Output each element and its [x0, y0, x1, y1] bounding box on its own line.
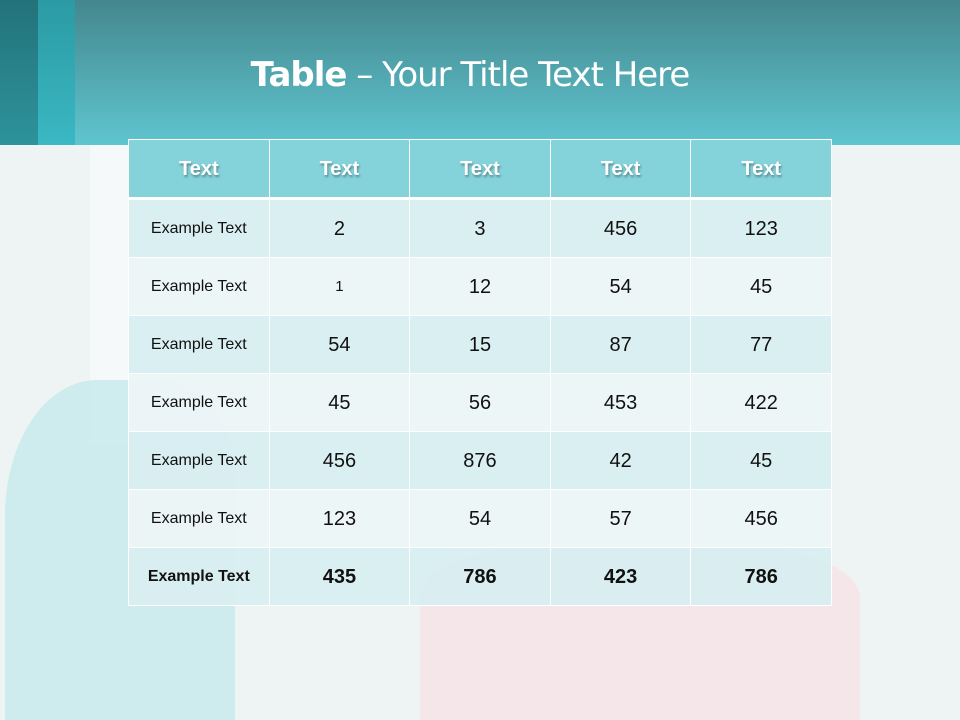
table-cell: 453: [549, 373, 692, 432]
header-band: [0, 0, 960, 145]
table-cell: 45: [268, 373, 411, 432]
table-cell: 15: [409, 315, 551, 374]
row-label: Example Text: [128, 315, 270, 374]
table-cell: 42: [549, 431, 692, 490]
title-bold: Table: [250, 55, 348, 95]
column-header: Text: [268, 139, 411, 200]
table-cell: 2: [268, 198, 411, 258]
column-header: Text: [409, 139, 551, 200]
slide-title: Table – Your Title Text Here: [0, 55, 940, 95]
table-cell: 54: [409, 489, 551, 548]
table-cell: 456: [549, 198, 692, 258]
table-cell: 422: [690, 373, 832, 432]
table-cell: 876: [409, 431, 551, 490]
row-label: Example Text: [128, 431, 270, 490]
table-cell: 786: [690, 547, 832, 606]
column-header: Text: [128, 139, 270, 200]
row-label: Example Text: [128, 547, 270, 606]
table-row: Example Text 54 15 87 77: [128, 315, 832, 374]
row-label: Example Text: [128, 489, 270, 548]
table-cell: 87: [549, 315, 692, 374]
row-label: Example Text: [128, 373, 270, 432]
table-cell: 45: [690, 257, 832, 316]
table-row: Example Text 456 876 42 45: [128, 431, 832, 490]
table-row: Example Text 2 3 456 123: [128, 198, 832, 258]
table-row: Example Text 45 56 453 422: [128, 373, 832, 432]
table-row: Example Text 435 786 423 786: [128, 547, 832, 606]
table-cell: 56: [409, 373, 551, 432]
column-header: Text: [549, 139, 692, 200]
table-cell: 54: [268, 315, 411, 374]
table-cell: 123: [690, 198, 832, 258]
header-row: Text Text Text Text Text: [128, 139, 832, 200]
row-label: Example Text: [128, 257, 270, 316]
table-cell: 456: [268, 431, 411, 490]
table-cell: 12: [409, 257, 551, 316]
table-cell: 786: [409, 547, 551, 606]
table-cell: 423: [549, 547, 692, 606]
data-table: Text Text Text Text Text Example Text 2 3 456 12…: [128, 139, 832, 606]
accent-strip: [0, 0, 38, 145]
title-rest: – Your Title Text Here: [346, 55, 690, 95]
table-cell: 456: [690, 489, 832, 548]
table-cell: 1: [268, 257, 411, 316]
table-cell: 435: [268, 547, 411, 606]
table-cell: 54: [549, 257, 692, 316]
column-header: Text: [690, 139, 832, 200]
accent-strip: [38, 0, 75, 145]
row-label: Example Text: [128, 198, 270, 258]
table-cell: 57: [549, 489, 692, 548]
table-cell: 123: [268, 489, 411, 548]
table-cell: 3: [409, 198, 551, 258]
table-row: Example Text 123 54 57 456: [128, 489, 832, 548]
table-row: Example Text 1 12 54 45: [128, 257, 832, 316]
table-cell: 45: [690, 431, 832, 490]
table-cell: 77: [690, 315, 832, 374]
